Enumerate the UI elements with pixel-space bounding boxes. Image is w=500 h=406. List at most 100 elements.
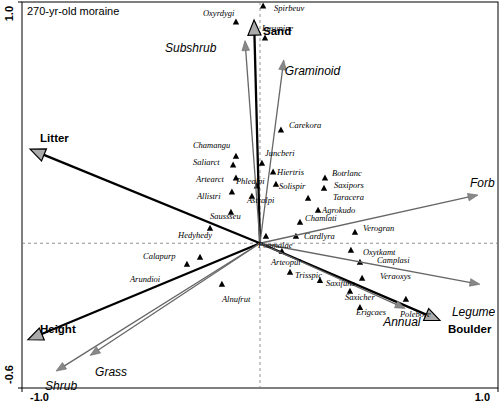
arrow-shaft: [63, 243, 260, 367]
species-label: Saxipors: [334, 180, 364, 190]
species-label: Trisspic: [295, 270, 322, 280]
species-label: Arundioi: [129, 274, 161, 284]
environment-arrow: [30, 149, 260, 243]
species-point: [359, 275, 365, 281]
species-label: Saxicher: [345, 292, 375, 302]
species-label: Juncberi: [265, 148, 295, 158]
x-tick: [498, 388, 499, 392]
species-point: [260, 3, 266, 9]
species-point: [259, 160, 265, 166]
species-point: [229, 189, 235, 195]
species-point: [270, 169, 276, 175]
plot-labels: OxyrdygiSpirbeuvLusupipeCarekoraChamangu…: [40, 3, 496, 393]
arrow-shaft: [40, 243, 260, 335]
y-tick-label: -0.6: [3, 365, 15, 384]
chart: 270-yr-old moraine-1.01.0-0.61.0Oxyrdygi…: [0, 0, 500, 406]
x-tick: [22, 388, 23, 392]
arrow-shaft: [42, 154, 260, 243]
trait-label: Annual: [382, 315, 421, 329]
y-tick: [18, 388, 22, 389]
x-tick-label: 1.0: [475, 391, 490, 403]
species-point: [233, 153, 239, 159]
species-label: Botrlanc: [332, 168, 362, 178]
arrow-head: [469, 279, 480, 286]
species-label: Camplasi: [377, 255, 410, 265]
species-label: Arteopul: [270, 257, 301, 267]
environment-label: Height: [40, 323, 76, 335]
species-label: Allistri: [196, 191, 221, 201]
species-point: [184, 261, 190, 267]
frame: [22, 2, 498, 388]
species-label: Taracera: [333, 192, 364, 202]
trait-arrow: [56, 243, 260, 371]
arrow-head: [467, 193, 478, 200]
environment-arrow: [260, 243, 440, 320]
species-label: Chamlati: [305, 213, 337, 223]
species-label: Cardlyra: [304, 231, 335, 241]
trait-label: Forb: [470, 176, 495, 190]
species-point: [352, 229, 358, 235]
environment-arrow: [248, 20, 261, 243]
species-point: [233, 19, 239, 25]
arrow-head: [56, 363, 66, 372]
trait-arrow: [90, 243, 260, 355]
arrow-shaft: [97, 243, 260, 351]
species-label: Spirbeuv: [274, 3, 304, 13]
species-label: Carekora: [289, 120, 321, 130]
trait-label: Graminoid: [285, 64, 341, 78]
species-point: [287, 269, 293, 275]
trait-arrow: [260, 193, 478, 243]
environment-label: Sand: [263, 25, 291, 37]
species-point: [403, 296, 409, 302]
species-point: [348, 247, 354, 253]
species-label: Phlealpi: [235, 176, 265, 186]
trait-label: Grass: [95, 365, 127, 379]
trait-label: Legume: [452, 305, 496, 319]
trait-label: Subshrub: [165, 41, 217, 55]
species-point: [305, 195, 311, 201]
trait-arrow: [260, 243, 480, 286]
trait-arrow: [242, 41, 260, 244]
species-point: [315, 207, 321, 213]
species-label: Saliarct: [193, 157, 220, 167]
environment-label: Litter: [40, 132, 69, 144]
species-label: Artearct: [195, 174, 225, 184]
species-label: Alnufrut: [221, 294, 251, 304]
species-point: [197, 254, 203, 260]
environment-label: Boulder: [448, 323, 492, 335]
trait-label: Shrub: [45, 379, 77, 393]
species-label: Calapurp: [143, 251, 176, 261]
species-point: [278, 127, 284, 133]
arrow-head: [90, 347, 100, 356]
species-label: Hiertris: [276, 167, 305, 177]
arrow-shaft: [246, 49, 260, 244]
species-point: [297, 219, 303, 225]
species-point: [321, 185, 327, 191]
species-label: Saxifuns: [326, 278, 355, 288]
species-point: [219, 281, 225, 287]
species-label: Oxyrdygi: [203, 8, 235, 18]
species-label: Hedyhedy: [177, 230, 212, 240]
species-label: Solispir: [279, 181, 306, 191]
species-label: Chamangu: [193, 140, 230, 150]
arrow-shaft: [260, 197, 470, 244]
plot-marks: [28, 3, 480, 372]
title: 270-yr-old moraine: [27, 5, 119, 17]
arrow-shaft: [260, 243, 398, 305]
species-label: Veraoxys: [380, 271, 411, 281]
environment-arrow: [28, 243, 260, 340]
species-label: Poamalae: [257, 240, 293, 250]
y-tick-label: 1.0: [3, 6, 15, 21]
arrow-head: [395, 301, 406, 309]
species-label: Erigcaes: [355, 307, 387, 317]
species-label: Astralpi: [246, 195, 275, 205]
species-point: [263, 233, 269, 239]
arrow-head: [30, 149, 46, 161]
species-label: Verogran: [363, 223, 394, 233]
species-point: [230, 162, 236, 168]
y-tick: [18, 2, 22, 3]
arrow-head: [242, 41, 250, 51]
species-label: Saussseu: [210, 211, 241, 221]
species-point: [322, 175, 328, 181]
arrow-head: [248, 20, 261, 35]
